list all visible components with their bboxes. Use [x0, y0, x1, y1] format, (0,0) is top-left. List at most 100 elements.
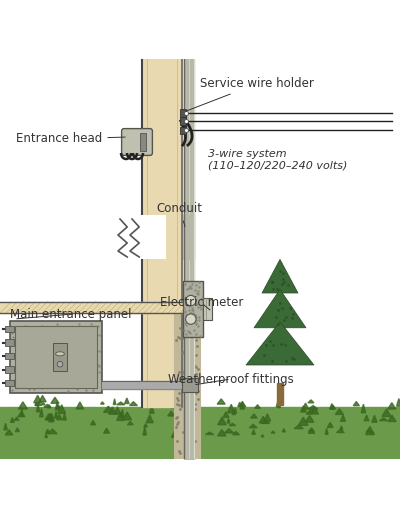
- Polygon shape: [34, 395, 42, 402]
- Polygon shape: [190, 414, 199, 420]
- Bar: [5, 353, 14, 359]
- Polygon shape: [170, 395, 178, 402]
- Polygon shape: [41, 402, 45, 405]
- Polygon shape: [40, 409, 43, 417]
- Text: Main entrance panel: Main entrance panel: [10, 308, 132, 321]
- Text: Entrance head: Entrance head: [16, 133, 125, 146]
- Bar: [5, 326, 14, 332]
- Polygon shape: [301, 406, 306, 412]
- Text: 3-wire system
(110–120/220–240 volts): 3-wire system (110–120/220–240 volts): [208, 149, 347, 170]
- Bar: [5, 339, 14, 346]
- Bar: [180, 118, 186, 125]
- Circle shape: [186, 314, 196, 324]
- Polygon shape: [218, 429, 226, 436]
- Polygon shape: [45, 414, 52, 420]
- Polygon shape: [123, 412, 132, 420]
- Polygon shape: [18, 412, 25, 416]
- Polygon shape: [109, 407, 116, 414]
- Polygon shape: [311, 407, 318, 414]
- Polygon shape: [276, 401, 280, 407]
- Bar: [5, 366, 14, 372]
- Bar: [180, 126, 186, 134]
- Bar: [183, 281, 203, 337]
- Polygon shape: [36, 402, 41, 406]
- Text: Weatherproof fittings: Weatherproof fittings: [168, 372, 294, 385]
- Polygon shape: [282, 429, 285, 432]
- Polygon shape: [36, 404, 40, 412]
- Polygon shape: [305, 415, 314, 422]
- Polygon shape: [120, 409, 124, 417]
- Polygon shape: [223, 412, 229, 418]
- Polygon shape: [335, 409, 344, 414]
- Polygon shape: [51, 397, 59, 404]
- Polygon shape: [259, 416, 267, 423]
- Polygon shape: [48, 429, 57, 434]
- Polygon shape: [249, 424, 257, 428]
- Polygon shape: [176, 418, 181, 424]
- Polygon shape: [125, 398, 129, 404]
- Polygon shape: [262, 420, 270, 423]
- Polygon shape: [229, 423, 236, 426]
- Polygon shape: [294, 425, 303, 429]
- Polygon shape: [76, 402, 84, 409]
- Polygon shape: [298, 417, 308, 425]
- Polygon shape: [180, 422, 184, 429]
- Polygon shape: [227, 419, 230, 423]
- Polygon shape: [46, 429, 50, 434]
- Polygon shape: [10, 418, 14, 422]
- Circle shape: [186, 295, 196, 306]
- Polygon shape: [100, 402, 104, 404]
- Polygon shape: [380, 418, 388, 421]
- Polygon shape: [264, 414, 270, 421]
- Polygon shape: [15, 428, 20, 431]
- Polygon shape: [233, 431, 240, 435]
- Polygon shape: [246, 322, 314, 365]
- Polygon shape: [171, 404, 178, 408]
- Polygon shape: [224, 429, 234, 433]
- Bar: [142, 59, 182, 407]
- Bar: [174, 313, 200, 459]
- Polygon shape: [255, 405, 260, 408]
- Polygon shape: [54, 411, 58, 418]
- Polygon shape: [302, 403, 308, 409]
- Polygon shape: [45, 434, 48, 437]
- Bar: [5, 380, 14, 386]
- Polygon shape: [58, 405, 66, 413]
- Polygon shape: [308, 429, 314, 431]
- Polygon shape: [306, 411, 311, 414]
- Polygon shape: [113, 399, 116, 405]
- Polygon shape: [340, 415, 346, 421]
- Polygon shape: [20, 408, 23, 416]
- Text: Conduit: Conduit: [156, 203, 202, 226]
- Polygon shape: [117, 412, 124, 421]
- Polygon shape: [143, 426, 146, 435]
- Bar: [0, 407, 400, 459]
- Polygon shape: [240, 401, 244, 409]
- Polygon shape: [325, 428, 328, 435]
- Polygon shape: [239, 402, 246, 407]
- Polygon shape: [187, 423, 192, 428]
- FancyBboxPatch shape: [122, 128, 152, 155]
- Polygon shape: [337, 429, 344, 433]
- Polygon shape: [5, 430, 13, 435]
- Bar: [203, 298, 212, 320]
- Circle shape: [57, 362, 63, 367]
- Polygon shape: [218, 417, 226, 425]
- Polygon shape: [340, 426, 343, 430]
- Polygon shape: [150, 405, 154, 413]
- Polygon shape: [330, 405, 336, 409]
- Polygon shape: [371, 431, 374, 434]
- Polygon shape: [117, 402, 125, 405]
- Polygon shape: [251, 414, 257, 418]
- Polygon shape: [182, 415, 185, 418]
- Polygon shape: [217, 399, 225, 404]
- Polygon shape: [130, 401, 138, 406]
- Polygon shape: [47, 405, 51, 408]
- Polygon shape: [252, 429, 255, 435]
- Polygon shape: [271, 431, 275, 433]
- Polygon shape: [372, 415, 377, 422]
- Polygon shape: [366, 429, 371, 432]
- Bar: [15, 326, 97, 388]
- Bar: [277, 383, 283, 405]
- Polygon shape: [261, 435, 264, 437]
